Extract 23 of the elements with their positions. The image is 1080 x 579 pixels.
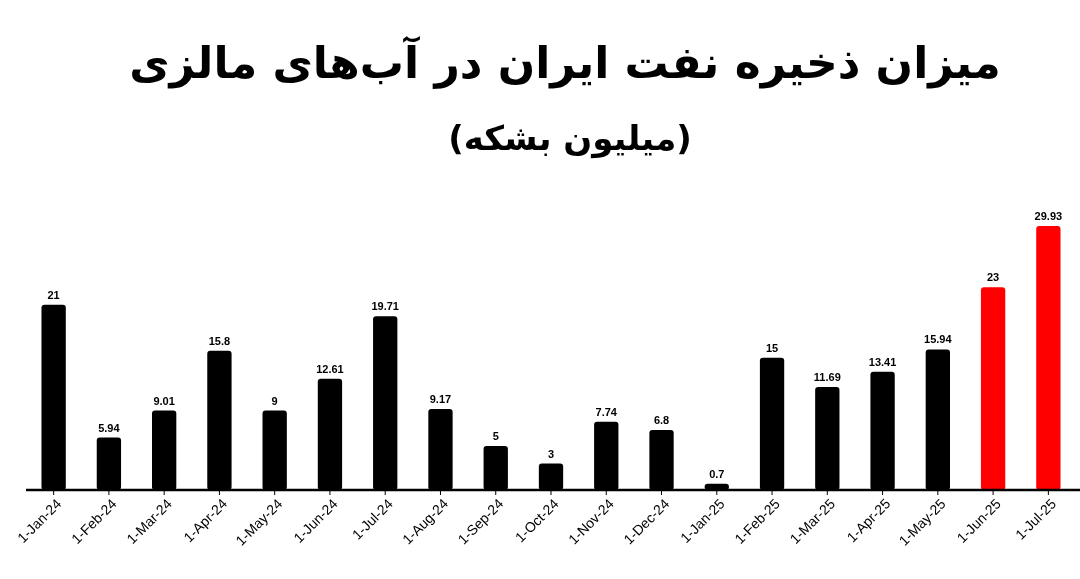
data-label: 15 <box>765 341 779 354</box>
bar <box>1036 226 1061 490</box>
data-label: 9.01 <box>153 394 175 407</box>
data-label: 0.7 <box>709 467 725 480</box>
data-label: 9.17 <box>429 393 452 406</box>
data-label: 19.71 <box>371 300 399 313</box>
chart-subtitle: (میلیون بشکه) <box>448 118 692 159</box>
data-label: 3 <box>547 447 555 460</box>
data-label: 15.94 <box>924 333 953 346</box>
bar <box>980 287 1006 490</box>
data-label: 23 <box>986 271 1000 284</box>
data-label: 5 <box>492 429 499 442</box>
data-label: 9 <box>271 394 278 407</box>
data-label: 12.61 <box>316 362 344 375</box>
data-label: 11.69 <box>813 370 841 383</box>
data-label: 13.41 <box>868 355 897 368</box>
data-label: 21 <box>47 288 60 301</box>
data-label: 5.94 <box>98 421 121 434</box>
data-label: 29.93 <box>1034 210 1063 222</box>
data-label: 6.8 <box>653 414 670 427</box>
data-label: 15.8 <box>208 334 231 347</box>
data-label: 7.74 <box>595 405 618 418</box>
chart-title: میزان ذخیره نفت ایران در آب‌های مالزی <box>129 35 1001 89</box>
